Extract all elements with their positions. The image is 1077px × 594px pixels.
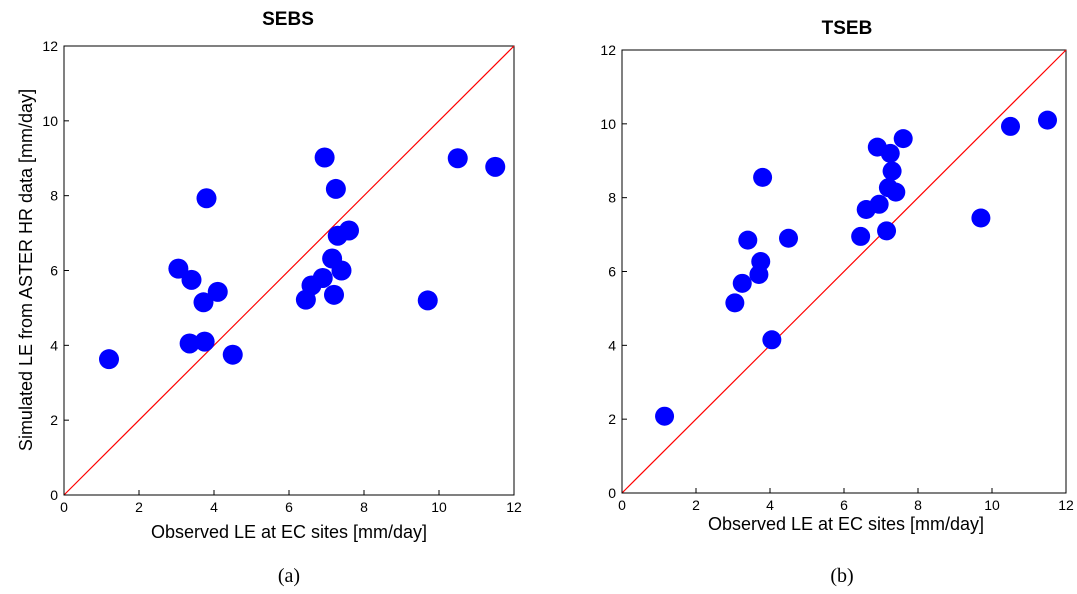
x-tick-label: 0 (618, 497, 626, 513)
data-point-1 (99, 349, 119, 370)
data-point-3 (732, 273, 752, 293)
x-tick-label: 6 (840, 497, 848, 513)
x-tick-label: 0 (60, 499, 68, 515)
data-point-8 (762, 330, 782, 350)
x-tick-label: 12 (506, 499, 522, 515)
x-tick-label: 2 (692, 497, 700, 513)
y-tick-label: 10 (42, 113, 58, 129)
data-point-1 (655, 406, 675, 426)
data-point-20 (971, 208, 991, 228)
y-tick-label: 4 (608, 337, 616, 353)
y-tick-label: 0 (608, 485, 616, 501)
data-point-20 (417, 290, 438, 311)
x-tick-label: 4 (766, 497, 774, 513)
data-point-10 (851, 226, 871, 246)
data-point-4 (181, 269, 202, 290)
data-point-15 (324, 284, 344, 305)
y-tick-label: 12 (42, 38, 58, 54)
x-tick-label: 10 (984, 497, 1000, 513)
x-tick-label: 2 (135, 499, 143, 515)
chart-panel-tseb: TSEB 0 2 4 6 8 10 12 0 2 4 6 8 10 12 Observed LE at … (600, 18, 1074, 587)
panel-caption: (b) (830, 565, 853, 587)
data-point-7 (196, 188, 217, 209)
y-tick-label: 2 (608, 411, 616, 427)
y-tick-label: 2 (50, 412, 58, 428)
data-point-3 (179, 333, 200, 354)
x-tick-label: 4 (210, 499, 218, 515)
data-point-22 (485, 156, 506, 177)
x-tick-label: 12 (1058, 497, 1074, 513)
x-tick-label: 8 (360, 499, 368, 515)
data-point-14 (877, 221, 897, 241)
data-point-17 (882, 161, 902, 181)
y-axis-label: Simulated LE from ASTER HR data [mm/day] (16, 89, 36, 451)
one-to-one-line (621, 49, 1067, 494)
data-point-6 (751, 252, 771, 272)
x-tick-label: 6 (285, 499, 293, 515)
x-axis-label: Observed LE at EC sites [mm/day] (708, 514, 984, 534)
panel-caption: (a) (278, 565, 300, 587)
data-point-8 (207, 281, 228, 302)
x-tick-label: 10 (431, 499, 447, 515)
y-tick-label: 0 (50, 487, 58, 503)
data-point-19 (893, 129, 913, 149)
chart-title: TSEB (822, 18, 873, 39)
data-point-13 (869, 194, 889, 214)
data-point-12 (312, 267, 333, 288)
data-point-9 (222, 344, 243, 365)
data-point-18 (331, 260, 352, 281)
y-tick-label: 4 (50, 337, 58, 353)
data-point-21 (1001, 116, 1020, 136)
data-point-5 (193, 292, 214, 313)
data-point-16 (325, 178, 346, 199)
data-point-6 (194, 331, 215, 352)
data-point-21 (447, 148, 468, 169)
one-to-one-line (63, 45, 515, 496)
data-point-2 (725, 293, 745, 313)
data-point-18 (886, 182, 906, 202)
y-tick-label: 6 (50, 263, 58, 279)
data-point-2 (168, 258, 189, 279)
x-axis-label: Observed LE at EC sites [mm/day] (151, 522, 427, 542)
data-point-19 (339, 220, 359, 241)
data-point-4 (738, 230, 758, 250)
data-point-9 (779, 228, 798, 248)
y-tick-label: 12 (600, 42, 616, 58)
data-point-7 (753, 167, 773, 187)
chart-title: SEBS (262, 9, 314, 30)
data-point-22 (1038, 110, 1057, 130)
y-tick-label: 8 (50, 188, 58, 204)
y-tick-label: 6 (608, 264, 616, 280)
chart-panel-sebs: SEBS 0 2 4 6 8 10 12 0 2 4 6 8 10 12 Observed LE at … (16, 9, 522, 587)
data-point-16 (880, 143, 900, 163)
y-tick-label: 10 (600, 116, 616, 132)
x-tick-label: 8 (914, 497, 922, 513)
y-tick-label: 8 (608, 190, 616, 206)
data-point-13 (314, 147, 335, 168)
